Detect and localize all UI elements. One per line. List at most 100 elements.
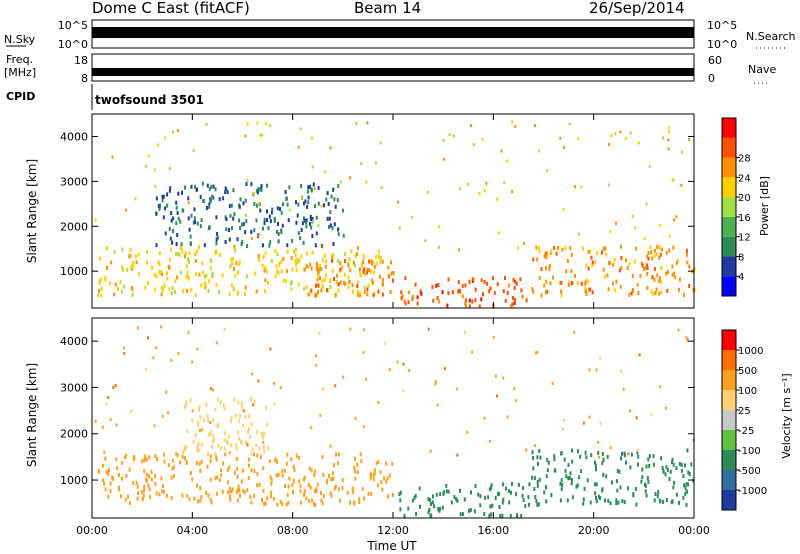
data-speckle <box>562 418 565 422</box>
data-cell <box>652 454 655 459</box>
data-cell <box>463 497 466 502</box>
data-cell <box>334 484 337 489</box>
data-cell <box>531 287 534 292</box>
data-cell <box>331 226 334 231</box>
data-speckle <box>252 403 255 407</box>
noise-left-tick-top: 10^5 <box>58 19 88 32</box>
data-cell <box>247 429 249 434</box>
data-speckle <box>273 381 276 385</box>
data-cell <box>154 287 157 292</box>
data-cell <box>515 492 518 497</box>
data-cell <box>198 272 201 277</box>
data-cell <box>105 469 108 474</box>
data-speckle <box>559 136 562 140</box>
data-cell <box>263 431 266 436</box>
data-cell <box>668 477 671 481</box>
data-cell <box>203 418 205 423</box>
data-cell <box>656 494 659 499</box>
data-cell <box>605 252 608 257</box>
data-cell <box>281 223 284 228</box>
data-cell <box>379 255 382 260</box>
data-cell <box>184 403 187 408</box>
data-cell <box>325 273 328 278</box>
data-cell <box>447 489 450 494</box>
data-cell <box>320 491 323 496</box>
data-cell <box>310 225 313 230</box>
data-cell <box>373 468 376 473</box>
data-cell <box>619 485 622 490</box>
data-speckle <box>492 335 495 339</box>
data-cell <box>238 436 241 441</box>
data-cell <box>162 215 165 220</box>
data-speckle <box>622 387 625 391</box>
data-cell <box>367 491 370 496</box>
data-cell <box>659 252 662 257</box>
data-cell <box>321 279 324 283</box>
data-cell <box>271 207 274 212</box>
data-cell <box>132 457 135 462</box>
data-cell <box>273 218 276 223</box>
data-cell <box>676 258 679 263</box>
data-cell <box>204 282 207 287</box>
data-cell <box>656 273 659 278</box>
data-cell <box>333 222 336 227</box>
data-speckle <box>153 168 156 172</box>
data-cell <box>184 456 187 461</box>
data-cell <box>356 284 359 289</box>
data-cell <box>589 249 591 254</box>
data-speckle <box>485 181 488 185</box>
data-cell <box>203 243 206 248</box>
data-cell <box>545 251 548 256</box>
data-cell <box>447 291 450 296</box>
data-cell <box>233 470 236 475</box>
data-cell <box>337 232 340 237</box>
data-cell <box>594 463 597 468</box>
data-cell <box>181 493 184 498</box>
data-speckle <box>380 186 383 189</box>
data-speckle <box>123 351 126 355</box>
data-speckle <box>324 170 327 174</box>
data-speckle <box>483 189 486 192</box>
data-cell <box>528 482 531 487</box>
data-cell <box>347 275 350 280</box>
data-speckle <box>686 338 689 342</box>
data-cell <box>113 250 116 255</box>
data-cell <box>260 184 263 189</box>
data-cell <box>412 294 414 299</box>
data-cell <box>146 281 149 286</box>
data-speckle <box>685 336 688 340</box>
data-speckle <box>615 221 617 225</box>
data-cell <box>168 257 171 262</box>
data-speckle <box>536 350 539 354</box>
data-cell <box>544 251 547 256</box>
data-cell <box>155 243 158 248</box>
data-cell <box>160 292 163 297</box>
data-cell <box>550 493 553 498</box>
data-cell <box>229 489 232 494</box>
data-cell <box>306 204 309 209</box>
data-cell <box>567 476 570 481</box>
data-cell <box>637 290 640 295</box>
data-speckle <box>379 141 382 145</box>
data-cell <box>661 465 664 470</box>
data-cell <box>157 204 160 208</box>
data-cell <box>343 272 346 277</box>
data-cell <box>194 252 197 256</box>
data-cell <box>585 455 588 460</box>
data-cell <box>501 500 504 505</box>
data-cell <box>636 450 639 455</box>
data-cell <box>373 292 376 296</box>
data-cell <box>196 249 198 254</box>
data-cell <box>194 293 197 298</box>
data-cell <box>321 455 324 460</box>
noise-trace <box>92 27 694 38</box>
data-cell <box>581 246 584 251</box>
data-cell <box>620 256 623 260</box>
data-cell <box>297 202 300 207</box>
data-cell <box>286 269 289 274</box>
data-cell <box>356 462 359 467</box>
data-cell <box>250 451 253 456</box>
data-speckle <box>599 356 602 360</box>
data-cell <box>453 495 456 499</box>
